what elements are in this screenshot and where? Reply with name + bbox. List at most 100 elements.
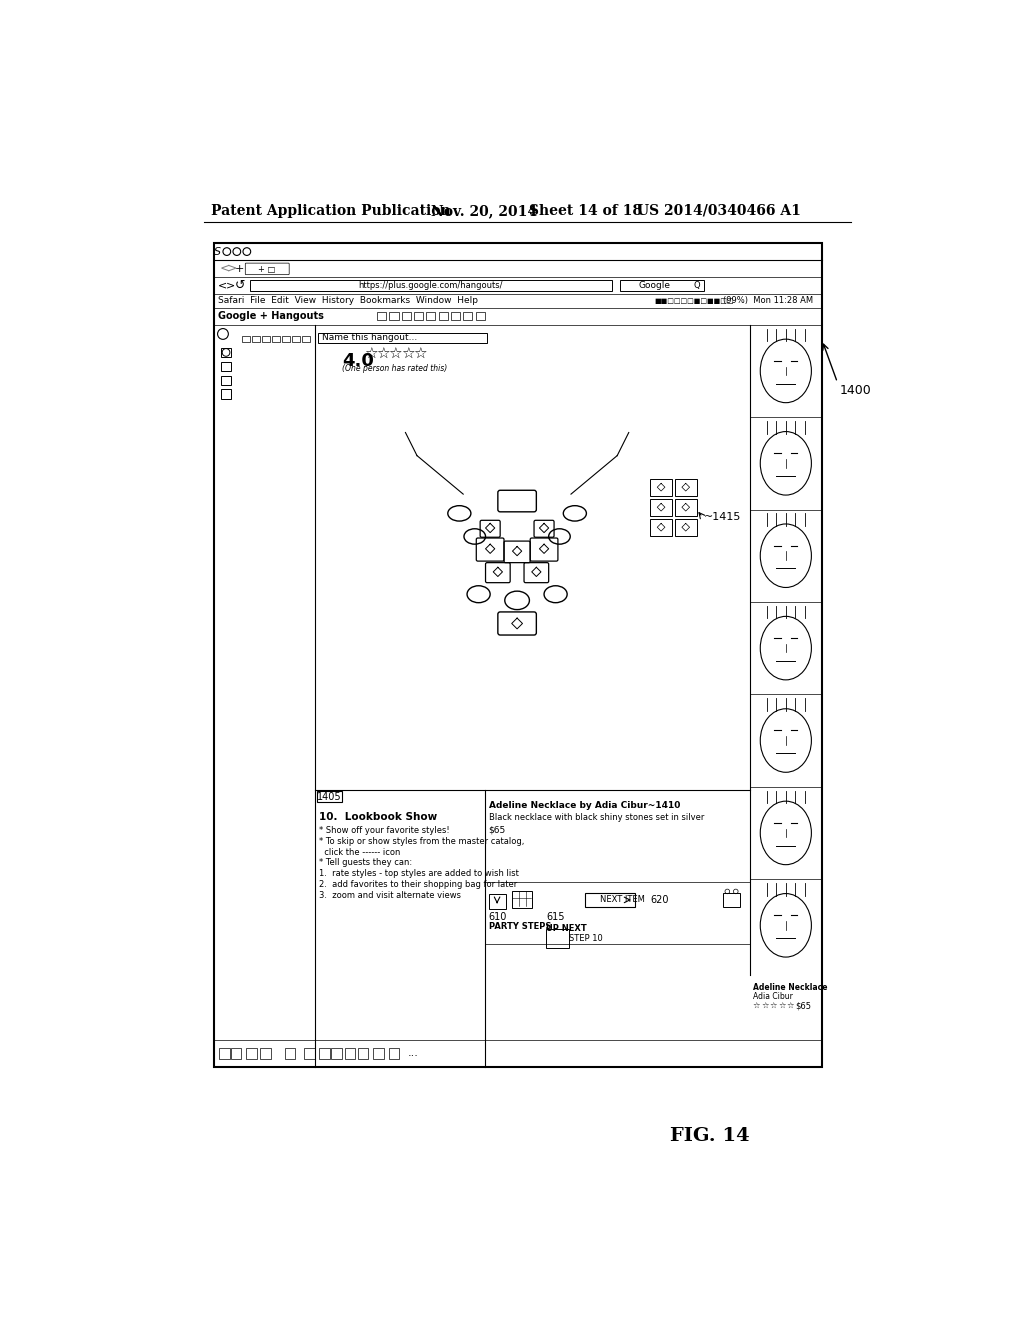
Text: >: > xyxy=(227,261,238,275)
Text: >: > xyxy=(226,280,236,290)
Text: Adeline Necklace: Adeline Necklace xyxy=(753,983,827,993)
Bar xyxy=(292,335,300,342)
Bar xyxy=(388,1048,399,1059)
Text: S: S xyxy=(214,247,221,256)
Text: Patent Application Publication: Patent Application Publication xyxy=(211,203,451,218)
Bar xyxy=(221,376,230,385)
Text: Nov. 20, 2014: Nov. 20, 2014 xyxy=(431,203,537,218)
Bar xyxy=(650,519,672,536)
Text: ...: ... xyxy=(408,1048,419,1059)
Text: ☆: ☆ xyxy=(388,347,402,362)
Bar xyxy=(675,499,696,516)
Text: 10.  Lookbook Show: 10. Lookbook Show xyxy=(319,812,437,822)
Text: <: < xyxy=(219,261,229,275)
Bar xyxy=(620,280,705,290)
Bar xyxy=(331,1048,342,1059)
Bar xyxy=(345,1048,355,1059)
Text: Black necklace with black shiny stones set in silver: Black necklace with black shiny stones s… xyxy=(488,813,703,822)
Text: ☆: ☆ xyxy=(364,347,378,362)
Bar xyxy=(221,389,230,399)
Text: Name this hangout...: Name this hangout... xyxy=(322,334,417,342)
Text: 3.  zoom and visit alternate views: 3. zoom and visit alternate views xyxy=(319,891,461,900)
Bar xyxy=(438,313,447,321)
Text: Google: Google xyxy=(639,281,671,290)
Text: Adeline Necklace by Adia Cibur~1410: Adeline Necklace by Adia Cibur~1410 xyxy=(488,801,680,809)
Text: Google + Hangouts: Google + Hangouts xyxy=(218,312,325,321)
Bar xyxy=(585,892,635,907)
Bar xyxy=(219,1048,230,1059)
Text: STEP 10: STEP 10 xyxy=(569,935,603,942)
Bar xyxy=(650,479,672,496)
Text: + □: + □ xyxy=(258,265,275,273)
Text: ☆: ☆ xyxy=(400,347,415,362)
Bar xyxy=(451,313,460,321)
Bar xyxy=(724,892,740,907)
Bar xyxy=(214,243,822,1067)
Text: (99%)  Mon 11:28 AM: (99%) Mon 11:28 AM xyxy=(724,297,814,305)
Bar xyxy=(260,1048,270,1059)
Bar xyxy=(547,929,569,948)
Bar xyxy=(475,313,484,321)
Bar xyxy=(675,479,696,496)
Bar xyxy=(221,348,230,358)
Text: 2.  add favorites to their shopping bag for later: 2. add favorites to their shopping bag f… xyxy=(319,880,517,888)
Text: 620: 620 xyxy=(650,895,669,906)
Text: <: < xyxy=(218,280,227,290)
Text: Q: Q xyxy=(693,281,699,290)
Bar xyxy=(285,1048,295,1059)
Bar xyxy=(262,335,270,342)
Text: * Tell guests they can:: * Tell guests they can: xyxy=(319,858,413,867)
Bar xyxy=(304,1048,314,1059)
Bar xyxy=(230,1048,242,1059)
Bar xyxy=(401,313,411,321)
Text: https://plus.google.com/hangouts/: https://plus.google.com/hangouts/ xyxy=(358,281,503,290)
Bar xyxy=(512,891,531,908)
Bar xyxy=(389,313,398,321)
Text: click the ------ icon: click the ------ icon xyxy=(319,847,400,857)
Text: ☆: ☆ xyxy=(413,347,427,362)
Text: FIG. 14: FIG. 14 xyxy=(670,1127,750,1146)
Bar xyxy=(319,1048,330,1059)
Text: ☆: ☆ xyxy=(761,1002,769,1011)
Text: $65: $65 xyxy=(795,1002,811,1011)
Text: NEXT ITEM: NEXT ITEM xyxy=(600,895,645,904)
Text: ■■□□□□■□■■□□: ■■□□□□■□■■□□ xyxy=(654,298,733,304)
Text: ☆: ☆ xyxy=(753,1002,760,1011)
Bar xyxy=(243,335,250,342)
Text: 1.  rate styles - top styles are added to wish list: 1. rate styles - top styles are added to… xyxy=(319,870,519,878)
Bar xyxy=(377,313,386,321)
Text: ☆: ☆ xyxy=(376,347,390,362)
Text: UP NEXT: UP NEXT xyxy=(547,924,587,933)
Text: Sheet 14 of 18: Sheet 14 of 18 xyxy=(529,203,642,218)
Text: * To skip or show styles from the master catalog,: * To skip or show styles from the master… xyxy=(319,837,524,846)
Bar xyxy=(650,499,672,516)
Text: US 2014/0340466 A1: US 2014/0340466 A1 xyxy=(637,203,801,218)
Bar xyxy=(252,335,260,342)
Bar xyxy=(373,1048,384,1059)
Bar xyxy=(272,335,280,342)
Bar xyxy=(250,280,611,290)
Text: ☆: ☆ xyxy=(770,1002,777,1011)
Bar xyxy=(426,313,435,321)
Text: 615: 615 xyxy=(547,912,565,921)
Bar xyxy=(317,333,487,343)
Text: (One person has rated this): (One person has rated this) xyxy=(342,364,447,374)
Text: PARTY STEPS: PARTY STEPS xyxy=(488,923,551,932)
Bar xyxy=(488,894,506,909)
Text: ☆: ☆ xyxy=(778,1002,785,1011)
Bar xyxy=(414,313,423,321)
Text: $65: $65 xyxy=(488,825,506,834)
Bar xyxy=(357,1048,369,1059)
Text: Adia Cibur: Adia Cibur xyxy=(753,993,793,1002)
Text: +: + xyxy=(236,264,245,273)
Text: 4.0: 4.0 xyxy=(342,351,374,370)
Bar xyxy=(221,362,230,371)
Text: ↺: ↺ xyxy=(234,279,245,292)
Bar xyxy=(283,335,290,342)
Text: 1400: 1400 xyxy=(840,384,871,397)
Text: * Show off your favorite styles!: * Show off your favorite styles! xyxy=(319,826,450,836)
Text: 610: 610 xyxy=(488,912,507,921)
Bar xyxy=(463,313,472,321)
Bar xyxy=(316,792,342,803)
Text: ☆: ☆ xyxy=(786,1002,794,1011)
